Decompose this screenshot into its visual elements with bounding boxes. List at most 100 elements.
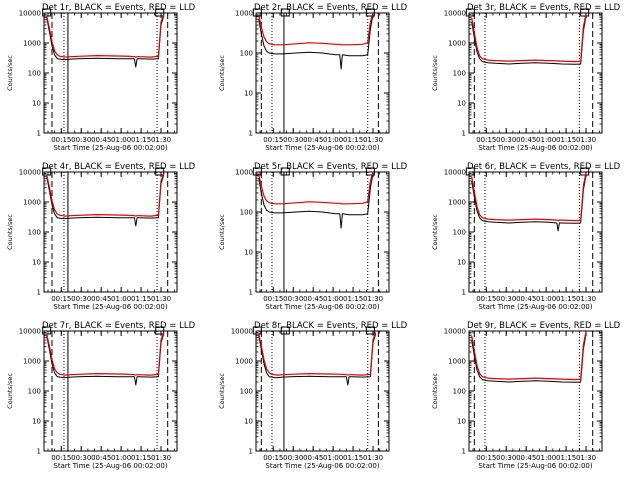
x-tick-label: 00:45 xyxy=(516,454,536,462)
x-tick-label: 01:00 xyxy=(536,136,556,144)
y-tick-label: 1 xyxy=(462,289,466,297)
x-tick-label: 00:15 xyxy=(263,136,283,144)
marker-box xyxy=(252,8,262,17)
x-axis-label: Start Time (25-Aug-06 00:02:00) xyxy=(53,303,167,311)
y-tick-label: 1000 xyxy=(235,10,253,18)
y-tick-label: 10000 xyxy=(444,169,466,177)
x-tick-label: 01:30 xyxy=(151,454,171,462)
marker-box xyxy=(465,8,475,17)
detector-panel-7: Det 7r, BLACK = Events, RED = LLD 1 10 100 1… xyxy=(6,321,196,470)
x-tick-label: 00:45 xyxy=(91,454,111,462)
y-tick-label: 100 xyxy=(28,70,41,78)
y-tick-label: 10 xyxy=(244,418,253,426)
y-axis-label: Counts/sec xyxy=(431,55,439,91)
marker-box xyxy=(252,167,262,176)
plot-frame xyxy=(255,171,390,293)
x-tick-label: 01:15 xyxy=(556,136,576,144)
marker-box xyxy=(580,167,590,176)
events-series-line xyxy=(46,174,165,227)
lld-series-line xyxy=(258,171,374,205)
marker-box xyxy=(580,8,590,17)
x-tick-label: 00:45 xyxy=(303,136,323,144)
y-tick-label: 1 xyxy=(37,130,41,138)
x-tick-label: 00:30 xyxy=(283,454,303,462)
marker-box xyxy=(365,326,375,335)
y-tick-label: 1000 xyxy=(23,40,41,48)
x-tick-label: 00:30 xyxy=(496,454,516,462)
x-tick-label: 01:15 xyxy=(131,454,151,462)
y-tick-label: 1 xyxy=(37,448,41,456)
y-tick-label: 1000 xyxy=(448,358,466,366)
marker-box xyxy=(280,326,290,335)
plot-frame xyxy=(468,171,603,293)
y-tick-label: 10 xyxy=(457,418,466,426)
events-series-line xyxy=(258,173,374,229)
y-axis-label: Counts/sec xyxy=(431,373,439,409)
y-axis-label: Counts/sec xyxy=(431,214,439,250)
y-tick-label: 100 xyxy=(28,229,41,237)
x-tick-label: 01:00 xyxy=(111,295,131,303)
events-series-line xyxy=(46,15,165,68)
x-tick-label: 01:00 xyxy=(536,295,556,303)
y-tick-label: 1000 xyxy=(235,358,253,366)
x-tick-label: 00:30 xyxy=(71,454,91,462)
x-tick-label: 00:30 xyxy=(71,295,91,303)
x-tick-label: 00:30 xyxy=(283,295,303,303)
x-axis-label: Start Time (25-Aug-06 00:02:00) xyxy=(265,462,379,470)
x-tick-label: 01:30 xyxy=(576,454,596,462)
x-tick-label: 01:00 xyxy=(111,136,131,144)
y-axis-label: Counts/sec xyxy=(218,214,226,250)
x-tick-label: 01:00 xyxy=(323,295,343,303)
events-series-line xyxy=(471,333,587,383)
marker-box xyxy=(465,167,475,176)
events-series-line xyxy=(46,333,165,386)
panel-title: Det 9r, BLACK = Events, RED = LLD xyxy=(467,321,621,331)
lld-series-line xyxy=(258,12,374,46)
y-tick-label: 10 xyxy=(457,100,466,108)
x-tick-label: 00:15 xyxy=(476,295,496,303)
marker-box xyxy=(155,326,165,335)
y-tick-label: 10000 xyxy=(231,328,253,336)
y-tick-label: 1 xyxy=(249,448,253,456)
marker-box xyxy=(252,326,262,335)
y-tick-label: 10 xyxy=(32,259,41,267)
plot-frame xyxy=(468,12,603,134)
y-tick-label: 100 xyxy=(453,229,466,237)
y-axis-label: Counts/sec xyxy=(6,373,14,409)
x-tick-label: 00:15 xyxy=(51,295,71,303)
plot-frame xyxy=(255,12,390,134)
marker-box xyxy=(155,167,165,176)
lld-series-line xyxy=(471,331,587,381)
events-series-line xyxy=(471,15,587,65)
panel-title: Det 8r, BLACK = Events, RED = LLD xyxy=(254,321,408,331)
marker-box xyxy=(280,8,290,17)
marker-box xyxy=(365,8,375,17)
x-tick-label: 01:15 xyxy=(556,454,576,462)
y-tick-label: 1 xyxy=(462,130,466,138)
y-tick-label: 10 xyxy=(32,100,41,108)
panel-title: Det 4r, BLACK = Events, RED = LLD xyxy=(42,162,196,172)
y-tick-label: 100 xyxy=(240,209,253,217)
y-tick-label: 10 xyxy=(32,418,41,426)
x-tick-label: 00:45 xyxy=(516,295,536,303)
x-axis-label: Start Time (25-Aug-06 00:02:00) xyxy=(53,144,167,152)
x-tick-label: 00:15 xyxy=(476,454,496,462)
x-tick-label: 01:15 xyxy=(343,454,363,462)
panel-title: Det 2r, BLACK = Events, RED = LLD xyxy=(254,3,408,13)
y-axis-label: Counts/sec xyxy=(6,214,14,250)
y-tick-label: 1 xyxy=(462,448,466,456)
x-tick-label: 01:30 xyxy=(363,136,383,144)
x-tick-label: 00:15 xyxy=(476,136,496,144)
x-tick-label: 01:00 xyxy=(323,454,343,462)
x-tick-label: 00:45 xyxy=(91,136,111,144)
y-tick-label: 10 xyxy=(457,259,466,267)
y-tick-label: 1000 xyxy=(448,199,466,207)
marker-box xyxy=(365,167,375,176)
y-tick-label: 10000 xyxy=(444,10,466,18)
panel-title: Det 5r, BLACK = Events, RED = LLD xyxy=(254,162,408,172)
y-tick-label: 1000 xyxy=(23,358,41,366)
y-tick-label: 10 xyxy=(244,249,253,257)
lld-series-line xyxy=(46,332,165,376)
x-axis-label: Start Time (25-Aug-06 00:02:00) xyxy=(265,303,379,311)
panel-title: Det 1r, BLACK = Events, RED = LLD xyxy=(42,3,196,13)
